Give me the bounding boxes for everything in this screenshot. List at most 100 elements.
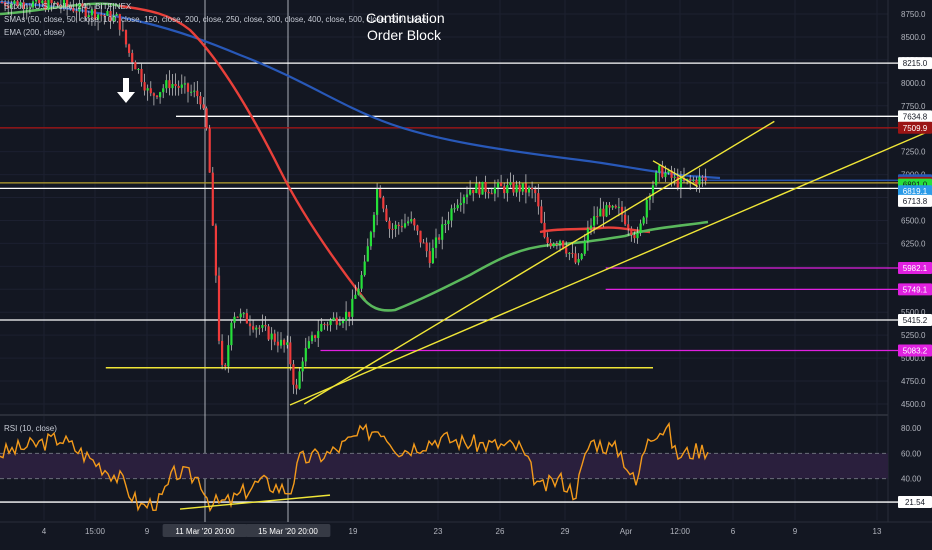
candle-up — [658, 165, 661, 173]
candle-down — [205, 108, 208, 129]
candle-down — [295, 384, 298, 389]
ema-legend[interactable]: EMA (200, close) — [4, 28, 65, 37]
candle-down — [633, 234, 636, 239]
candle-down — [264, 324, 267, 327]
rsi-trendline — [179, 494, 331, 510]
sma-red-line — [119, 4, 366, 301]
candle-up — [605, 205, 608, 217]
candle-up — [242, 313, 245, 315]
candle-down — [118, 14, 121, 30]
candle-down — [143, 82, 146, 91]
candle-up — [593, 216, 596, 226]
candle-down — [267, 326, 270, 340]
candle-up — [31, 1, 35, 8]
candle-down — [428, 251, 431, 264]
price-tag-label: 6819.1 — [903, 187, 928, 196]
candle-down — [252, 326, 255, 330]
candle-up — [431, 247, 434, 264]
sma-legend[interactable]: SMAs (50, close, 50, close, 100, close, … — [4, 15, 429, 24]
candle-down — [168, 80, 171, 89]
symbol-legend[interactable]: Bitcoin / U.S. Dollar, 240, BITFINEX — [4, 2, 132, 11]
candle-down — [276, 341, 279, 346]
candle-down — [72, 7, 75, 12]
time-tick-label: 4 — [42, 527, 47, 536]
candle-down — [400, 226, 403, 228]
candle-down — [149, 88, 152, 94]
candle-up — [304, 348, 307, 362]
candle-up — [146, 88, 149, 91]
candle-down — [385, 208, 388, 221]
candle-down — [59, 5, 62, 7]
candle-down — [131, 52, 134, 63]
candle-up — [441, 224, 444, 240]
candle-up — [106, 10, 109, 16]
candle-up — [190, 91, 193, 93]
candle-down — [93, 9, 97, 20]
sma-red-line-2 — [539, 226, 651, 234]
trendline — [652, 160, 699, 188]
candle-down — [124, 30, 128, 45]
candle-up — [645, 199, 648, 218]
candle-down — [627, 224, 630, 229]
price-tag-label: 5083.2 — [903, 346, 928, 355]
candle-down — [413, 219, 416, 226]
candle-down — [531, 187, 534, 190]
rsi-legend[interactable]: RSI (10, close) — [4, 424, 57, 433]
candle-up — [589, 225, 593, 229]
candle-down — [630, 228, 633, 235]
candle-down — [56, 2, 59, 6]
candle-down — [4, 2, 7, 6]
candle-down — [44, 0, 47, 10]
rsi-tag-label: 21.54 — [905, 498, 926, 507]
candle-down — [500, 182, 503, 187]
rsi-band — [0, 452, 932, 503]
candle-down — [695, 179, 698, 185]
trendlines — [289, 120, 932, 406]
candle-down — [382, 197, 385, 209]
candle-up — [639, 223, 642, 233]
candle-down — [534, 189, 537, 194]
candle-up — [692, 179, 695, 181]
candle-down — [273, 333, 276, 342]
candle-up — [87, 15, 90, 18]
candle-up — [611, 205, 614, 208]
candle-up — [270, 333, 273, 340]
candle-down — [602, 208, 605, 217]
candle-up — [351, 298, 354, 317]
candle-up — [515, 184, 518, 193]
candle-up — [239, 313, 242, 318]
candle-up — [453, 208, 456, 210]
price-tag-box — [898, 185, 932, 198]
candle-up — [667, 170, 670, 173]
price-tick-label: 8000.0 — [901, 79, 926, 88]
candle-down — [100, 14, 103, 16]
price-tick-label: 4500.0 — [901, 400, 926, 409]
price-tag-box — [898, 194, 932, 207]
candle-up — [496, 182, 500, 188]
candle-up — [509, 182, 512, 186]
price-tick-label: 6500.0 — [901, 216, 926, 225]
candle-down — [661, 165, 664, 178]
candle-up — [233, 316, 236, 323]
candle-up — [165, 80, 168, 89]
candle-down — [211, 172, 214, 226]
price-tag-box — [898, 121, 932, 134]
trendline — [303, 120, 775, 405]
candle-down — [128, 44, 131, 53]
x-tick-highlight — [245, 524, 331, 537]
candle-down — [425, 242, 428, 252]
candle-down — [214, 225, 217, 276]
candle-up — [78, 3, 81, 12]
candle-down — [503, 186, 506, 194]
candle-up — [366, 246, 369, 262]
candle-up — [642, 217, 645, 224]
time-tick-label: 11 Mar '20 20:00 — [175, 527, 235, 536]
time-tick-label: 15:00 — [85, 527, 106, 536]
candle-up — [586, 228, 589, 242]
candle-down — [397, 224, 400, 227]
candle-down — [540, 206, 543, 223]
candle-up — [617, 206, 620, 208]
candle-up — [329, 320, 332, 326]
time-tick-label: 9 — [145, 527, 150, 536]
